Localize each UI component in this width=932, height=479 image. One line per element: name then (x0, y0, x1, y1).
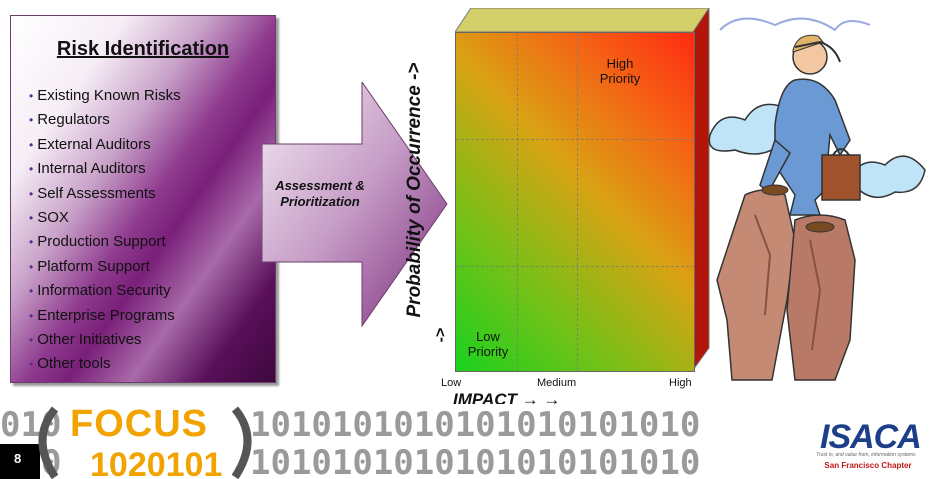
risk-identification-box: Risk Identification • Existing Known Risk… (10, 15, 276, 383)
risk-item: • Internal Auditors (29, 157, 181, 181)
risk-list: • Existing Known Risks • Regulators • Externa… (29, 84, 181, 377)
svg-text:1020101: 1020101 (90, 446, 222, 479)
page-number: 8 (14, 451, 22, 466)
grid-line (577, 33, 578, 371)
risk-item-label: Other Initiatives (37, 331, 142, 349)
x-tick-medium: Medium (537, 377, 577, 389)
risk-matrix (455, 32, 695, 372)
risk-item-label: SOX (37, 209, 69, 227)
x-tick-high: High (669, 377, 692, 389)
risk-item: • External Auditors (29, 133, 181, 157)
risk-item-label: Platform Support (37, 257, 150, 275)
grid-line (517, 33, 518, 371)
low-arrow: -> (432, 327, 450, 343)
risk-item-label: Internal Auditors (37, 160, 146, 178)
low-priority-label: Low Priority (458, 329, 518, 359)
risk-item: • Self Assessments (29, 182, 181, 206)
risk-item-label: Information Security (37, 282, 171, 300)
businessman-clipart (708, 17, 926, 381)
risk-title: Risk Identification (56, 38, 230, 60)
risk-item-label: Self Assessments (37, 184, 156, 202)
arrow-label-text: Assessment & Prioritization (275, 178, 365, 209)
risk-item: • Other tools (29, 352, 181, 376)
high-label-line: Priority (599, 71, 641, 86)
assessment-arrow (262, 82, 448, 328)
isaca-chapter: San Francisco Chapter (824, 461, 912, 470)
risk-item: • Production Support (29, 230, 181, 254)
focus-wordmark: FOCUS (70, 403, 208, 445)
risk-item: • Regulators (29, 108, 181, 132)
x-tick-low: Low (441, 377, 462, 389)
y-axis-label: Probability of Occurrence -> (404, 62, 425, 318)
footer-binary-band: 010 1010101010101010101010 010 101010101… (0, 404, 805, 479)
bullet-icon: • (29, 89, 34, 103)
risk-item: • SOX (29, 206, 181, 230)
risk-item: • Information Security (29, 279, 181, 303)
risk-item: • Other Initiatives (29, 328, 181, 352)
high-label-line: High (606, 56, 634, 71)
grid-line (456, 266, 694, 267)
svg-text:1010101010101010101010: 1010101010101010101010 (250, 405, 700, 445)
high-priority-label: High Priority (590, 56, 650, 86)
bullet-icon: • (29, 137, 34, 152)
low-label-line: Low (476, 329, 500, 344)
risk-item: • Platform Support (29, 255, 181, 279)
bullet-icon: • (29, 235, 34, 250)
grid-line (456, 139, 694, 140)
bullet-icon: • (29, 211, 34, 226)
bullet-icon: • (29, 308, 34, 323)
bullet-icon: • (29, 357, 34, 372)
risk-item: • Existing Known Risks (29, 84, 181, 108)
risk-item-label: Production Support (37, 233, 166, 251)
arrow-label: Assessment & Prioritization (250, 178, 390, 210)
risk-item-label: Regulators (37, 111, 110, 129)
risk-item-label: Enterprise Programs (37, 306, 175, 324)
risk-item: • Enterprise Programs (29, 304, 181, 328)
bullet-icon: • (29, 259, 34, 274)
bullet-icon: • (29, 186, 34, 201)
bullet-icon: • (29, 333, 34, 348)
bullet-icon: • (29, 284, 34, 299)
isaca-tagline: Trust in, and value from, information sy… (816, 452, 916, 458)
svg-text:1010101010101010101010: 1010101010101010101010 (250, 443, 700, 479)
risk-item-label: Existing Known Risks (37, 87, 181, 104)
bullet-icon: • (29, 162, 34, 177)
isaca-logo: ISACA (820, 418, 922, 456)
risk-item-label: External Auditors (37, 135, 151, 153)
bullet-icon: • (29, 113, 34, 128)
risk-item-label: Other tools (37, 355, 111, 373)
matrix-3d-frame (455, 8, 710, 368)
low-label-line: Priority (467, 344, 509, 359)
